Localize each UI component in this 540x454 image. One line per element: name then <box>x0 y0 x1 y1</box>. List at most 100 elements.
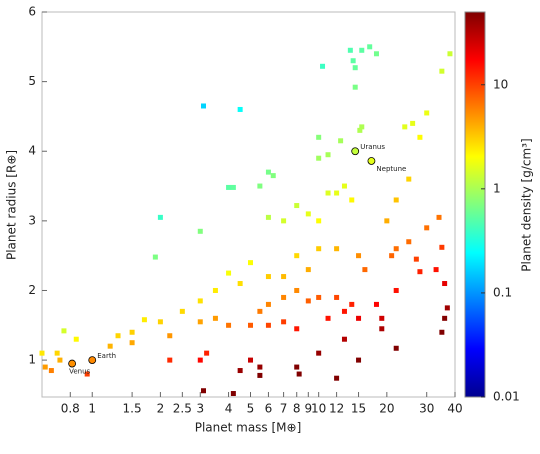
x-tick-label: 1 <box>88 402 96 416</box>
exoplanet-point <box>265 169 271 175</box>
exoplanet-point <box>230 391 236 397</box>
exoplanet-point <box>265 274 271 280</box>
exoplanet-point <box>442 281 448 287</box>
exoplanet-point <box>167 333 173 339</box>
x-tick-label: 5 <box>247 402 255 416</box>
exoplanet-point <box>433 267 439 273</box>
exoplanet-point <box>424 225 430 231</box>
exoplanet-point <box>305 298 311 304</box>
exoplanet-point <box>294 326 300 332</box>
exoplanet-point <box>379 315 385 321</box>
exoplanet-point <box>334 246 340 252</box>
exoplanet-point <box>248 322 254 328</box>
x-tick-label: 15 <box>351 402 366 416</box>
exoplanet-point <box>200 103 206 109</box>
exoplanet-point <box>48 368 54 374</box>
exoplanet-point <box>61 328 67 334</box>
exoplanet-point <box>436 214 442 220</box>
colorbar-tick-label: 0.01 <box>493 390 520 404</box>
exoplanet-point <box>338 138 344 144</box>
exoplanet-point <box>237 368 243 374</box>
x-tick-label: 8 <box>293 402 301 416</box>
exoplanet-point <box>356 253 362 259</box>
exoplanet-point <box>341 308 347 314</box>
solar-planet <box>367 157 376 165</box>
colorbar-tick-label: 1 <box>493 181 501 195</box>
exoplanet-point <box>212 287 218 293</box>
exoplanet-point <box>212 315 218 321</box>
x-tick-label: 3 <box>196 402 204 416</box>
exoplanet-point <box>167 357 173 363</box>
exoplanet-point <box>281 274 287 280</box>
x-tick-label: 9 <box>304 402 312 416</box>
exoplanet-point <box>402 124 408 130</box>
exoplanet-point <box>265 322 271 328</box>
y-tick-label: 6 <box>28 5 36 19</box>
exoplanet-point <box>226 270 232 276</box>
solar-planet <box>88 356 97 365</box>
exoplanet-point <box>417 134 423 140</box>
exoplanet-point <box>393 246 399 252</box>
exoplanet-point <box>334 375 340 381</box>
exoplanet-point <box>359 124 365 130</box>
exoplanet-point <box>294 364 300 370</box>
exoplanet-point <box>129 329 135 335</box>
exoplanet-point <box>316 218 322 224</box>
exoplanet-point <box>341 336 347 342</box>
exoplanet-point <box>393 287 399 293</box>
exoplanet-point <box>226 184 232 190</box>
exoplanet-point <box>257 372 263 378</box>
exoplanet-point <box>270 173 276 179</box>
exoplanet-point <box>349 197 355 203</box>
planet-label: Venus <box>69 368 90 376</box>
colorbar-tick-label: 10 <box>493 77 508 91</box>
y-tick-label: 1 <box>28 353 36 367</box>
exoplanet-point <box>447 51 453 57</box>
solar-planet <box>351 147 360 156</box>
exoplanet-point <box>257 308 263 314</box>
exoplanet-point <box>379 326 385 332</box>
colorbar-title: Planet density [g/cm³] <box>520 138 534 271</box>
x-axis-title: Planet mass [M⊕] <box>195 421 302 435</box>
y-tick-label: 2 <box>28 283 36 297</box>
y-tick-label: 4 <box>28 144 36 158</box>
exoplanet-point <box>200 388 206 394</box>
exoplanet-point <box>152 254 158 260</box>
exoplanet-point <box>389 253 395 259</box>
exoplanet-point <box>281 319 287 325</box>
exoplanet-point <box>42 364 48 370</box>
exoplanet-point <box>350 58 356 64</box>
exoplanet-point <box>73 336 79 342</box>
exoplanet-point <box>257 183 263 189</box>
planet-label: Uranus <box>360 143 385 151</box>
exoplanet-point <box>362 267 368 273</box>
exoplanet-point <box>197 228 203 234</box>
exoplanet-point <box>406 176 412 182</box>
exoplanet-point <box>349 301 355 307</box>
x-tick-label: 10 <box>311 402 326 416</box>
exoplanet-point <box>325 315 331 321</box>
exoplanet-point <box>352 84 358 90</box>
exoplanet-point <box>424 110 430 116</box>
x-tick-label: 40 <box>447 402 462 416</box>
x-tick-label: 4 <box>225 402 233 416</box>
exoplanet-point <box>129 340 135 346</box>
exoplanet-point <box>316 350 322 356</box>
exoplanet-point <box>316 294 322 300</box>
colorbar <box>464 11 486 398</box>
exoplanet-point <box>439 329 445 335</box>
exoplanet-point <box>226 322 232 328</box>
exoplanet-point <box>157 319 163 325</box>
exoplanet-point <box>257 364 263 370</box>
exoplanet-point <box>54 350 60 356</box>
exoplanet-point <box>57 357 63 363</box>
exoplanet-point <box>356 357 362 363</box>
exoplanet-point <box>356 315 362 321</box>
exoplanet-point <box>265 301 271 307</box>
colorbar-tick-label: 0.1 <box>493 285 512 299</box>
exoplanet-point <box>281 294 287 300</box>
exoplanet-point <box>248 357 254 363</box>
exoplanet-point <box>305 211 311 217</box>
exoplanet-point <box>341 183 347 189</box>
